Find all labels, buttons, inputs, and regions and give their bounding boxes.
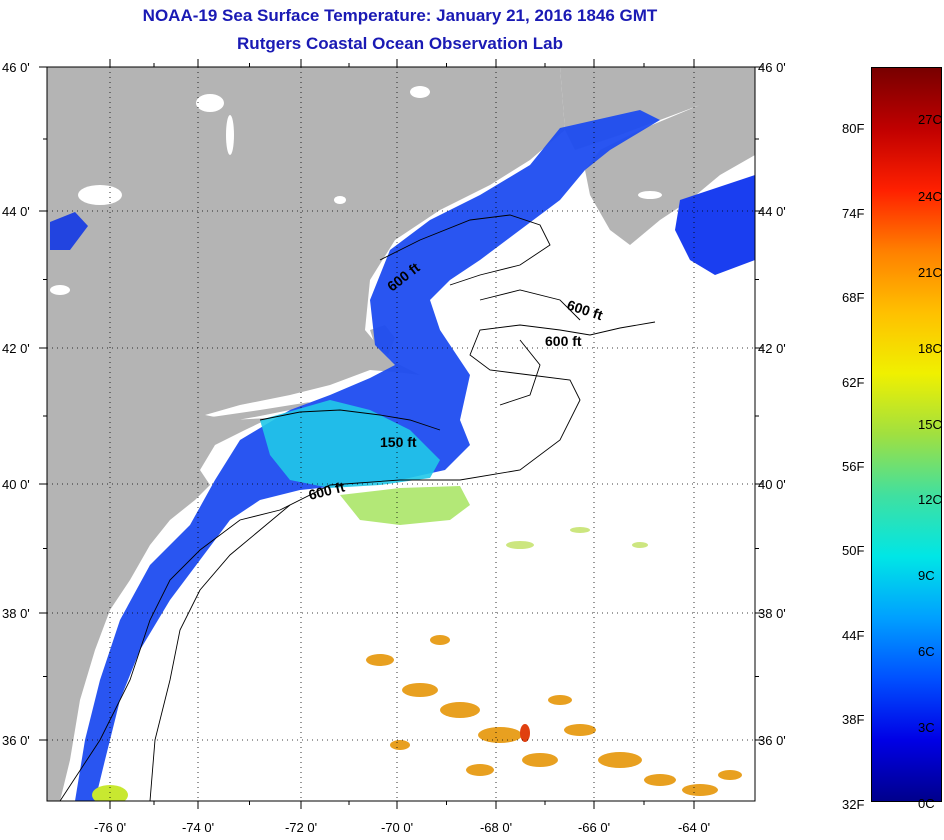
colorbar-fahrenheit-label: 38F xyxy=(842,712,865,727)
latitude-label: 36 0' xyxy=(758,733,786,748)
longitude-label: -72 0' xyxy=(285,820,317,835)
colorbar-fahrenheit-label: 32F xyxy=(842,797,865,812)
contour-label: 600 ft xyxy=(545,333,582,349)
colorbar-celsius-label: 3C xyxy=(918,720,935,735)
latitude-label: 46 0' xyxy=(758,60,786,75)
colorbar-fahrenheit-label: 56F xyxy=(842,459,865,474)
latitude-label: 46 0' xyxy=(2,60,30,75)
latitude-label: 40 0' xyxy=(758,477,786,492)
latitude-label: 42 0' xyxy=(2,341,30,356)
longitude-label: -68 0' xyxy=(480,820,512,835)
axis-ticks xyxy=(39,59,763,809)
longitude-label: -70 0' xyxy=(381,820,413,835)
scattered-green-specks xyxy=(506,527,648,549)
colorbar-celsius-label: 9C xyxy=(918,568,935,583)
latitude-label: 38 0' xyxy=(758,606,786,621)
temperature-colorbar xyxy=(871,67,942,802)
contour-label: 150 ft xyxy=(380,434,417,450)
colorbar-fahrenheit-label: 80F xyxy=(842,121,865,136)
longitude-label: -64 0' xyxy=(678,820,710,835)
latitude-label: 42 0' xyxy=(758,341,786,356)
colorbar-fahrenheit-label: 44F xyxy=(842,628,865,643)
title-line-1: NOAA-19 Sea Surface Temperature: January… xyxy=(142,6,658,25)
colorbar-celsius-label: 6C xyxy=(918,644,935,659)
offshore-blue-patch xyxy=(675,175,755,275)
colorbar-fahrenheit-label: 68F xyxy=(842,290,865,305)
warm-core-spot xyxy=(520,724,530,742)
green-water-band xyxy=(340,486,470,525)
lat-lon-grid xyxy=(47,67,755,801)
colorbar-celsius-label: 27C xyxy=(918,112,942,127)
colorbar-fahrenheit-label: 74F xyxy=(842,206,865,221)
colorbar-celsius-label: 21C xyxy=(918,265,942,280)
map-body xyxy=(47,67,755,801)
land-cloud-specks xyxy=(50,86,662,295)
latitude-label: 38 0' xyxy=(2,606,30,621)
latitude-label: 44 0' xyxy=(2,204,30,219)
latitude-label: 44 0' xyxy=(758,204,786,219)
gulf-stream-patches xyxy=(366,635,742,796)
cyan-water-zone xyxy=(260,400,440,488)
axis-labels: 46 0' 46 0' 44 0' 44 0' 42 0' 42 0' 40 0' 40 0'… xyxy=(2,60,786,835)
colorbar-celsius-label: 15C xyxy=(918,417,942,432)
land-us xyxy=(47,67,565,801)
colorbar-celsius-label: 18C xyxy=(918,341,942,356)
lake-ontario xyxy=(50,212,88,250)
land-nova-scotia xyxy=(560,67,755,245)
land-long-island xyxy=(205,402,310,424)
colorbar-celsius-label: 24C xyxy=(918,189,942,204)
longitude-label: -66 0' xyxy=(578,820,610,835)
bathymetry-contours xyxy=(59,214,656,801)
longitude-label: -76 0' xyxy=(94,820,126,835)
colorbar-fahrenheit-label: 62F xyxy=(842,375,865,390)
colorbar-fahrenheit-label: 50F xyxy=(842,543,865,558)
latitude-label: 40 0' xyxy=(2,477,30,492)
title-line-2: Rutgers Coastal Ocean Observation Lab xyxy=(237,34,563,53)
map-frame xyxy=(46,66,756,802)
colorbar-celsius-label: 0C xyxy=(918,796,935,811)
latitude-label: 36 0' xyxy=(2,733,30,748)
colorbar-celsius-label: 12C xyxy=(918,492,942,507)
longitude-label: -74 0' xyxy=(182,820,214,835)
chesapeake-warm-spot xyxy=(92,785,128,801)
